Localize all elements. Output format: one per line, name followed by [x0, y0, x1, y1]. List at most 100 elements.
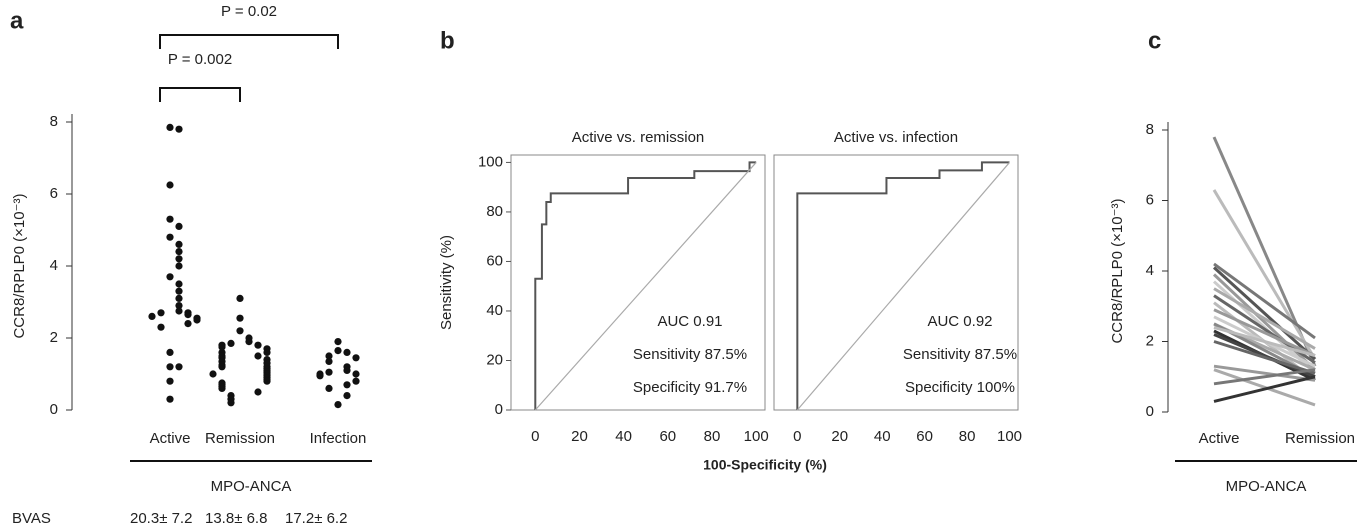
chart-title: Active vs. remission — [572, 129, 705, 146]
data-dot — [236, 327, 244, 335]
roc-curve — [796, 161, 1010, 410]
y-tick-label: 8 — [50, 113, 58, 130]
x-tick-label: Active — [1199, 430, 1240, 447]
x-tick-label: Infection — [310, 430, 367, 447]
paired-line — [1213, 308, 1316, 357]
panel-letter: b — [440, 27, 455, 54]
y-tick-label: 4 — [50, 257, 58, 274]
y-tick-label: 4 — [1146, 262, 1154, 279]
y-tick-label: 0 — [50, 401, 58, 418]
y-tick-label: 2 — [50, 329, 58, 346]
y-tick-label: 80 — [486, 203, 503, 220]
data-dot — [175, 240, 183, 248]
row-value: 20.3± 7.2 — [130, 510, 192, 527]
data-dot — [343, 381, 351, 389]
data-dot — [343, 366, 351, 374]
data-dot — [325, 352, 333, 360]
plot-frame — [773, 154, 1019, 411]
data-dot — [316, 372, 324, 380]
panel-letter: c — [1148, 27, 1161, 54]
roc-curve — [534, 161, 757, 410]
data-dot — [184, 320, 192, 328]
panel-letter: a — [10, 7, 24, 34]
data-dot — [218, 384, 226, 392]
paired-line — [1212, 266, 1317, 361]
data-dot — [157, 323, 165, 331]
data-dot — [193, 316, 201, 324]
paired-line — [1213, 333, 1316, 379]
x-tick-label: Remission — [205, 430, 275, 447]
data-dot — [343, 392, 351, 400]
y-tick-label: 20 — [486, 351, 503, 368]
paired-line — [1212, 136, 1317, 367]
paired-line — [1212, 189, 1317, 360]
paired-line — [1213, 340, 1316, 375]
x-tick-label: 60 — [916, 428, 933, 445]
x-tick-label: 0 — [531, 428, 539, 445]
data-dot — [218, 363, 226, 371]
x-tick-label: 100 — [997, 428, 1022, 445]
p-value: P = 0.002 — [168, 51, 232, 68]
data-dot — [175, 287, 183, 295]
data-dot — [209, 370, 217, 378]
chart-title: Active vs. infection — [834, 129, 958, 146]
data-dot — [227, 399, 235, 407]
data-dot — [325, 384, 333, 392]
x-tick-label: Remission — [1285, 430, 1355, 447]
data-dot — [218, 343, 226, 351]
data-dot — [166, 273, 174, 281]
paired-line — [1213, 368, 1316, 386]
data-dot — [334, 338, 342, 346]
data-dot — [166, 215, 174, 223]
reference-line — [534, 162, 757, 411]
annotation: Specificity 91.7% — [633, 379, 747, 396]
data-dot — [175, 222, 183, 230]
x-tick-label: 40 — [615, 428, 632, 445]
data-dot — [245, 338, 253, 346]
data-dot — [334, 401, 342, 409]
y-tick-label: 40 — [486, 302, 503, 319]
x-tick-label: 40 — [874, 428, 891, 445]
data-dot — [166, 363, 174, 371]
group-label: MPO-ANCA — [211, 478, 292, 495]
data-dot — [254, 388, 262, 396]
annotation: AUC 0.91 — [657, 313, 722, 330]
annotation: Specificity 100% — [905, 379, 1015, 396]
x-tick-label: 100 — [744, 428, 769, 445]
paired-line — [1213, 262, 1316, 340]
y-axis-label: CCR8/RPLP0 (×10⁻³) — [11, 193, 28, 338]
y-tick-label: 2 — [1146, 332, 1154, 349]
annotation: AUC 0.92 — [927, 313, 992, 330]
data-dot — [166, 123, 174, 131]
paired-line — [1213, 364, 1316, 382]
data-dot — [254, 352, 262, 360]
y-tick-label: 6 — [50, 185, 58, 202]
significance-bracket — [159, 87, 241, 102]
y-axis-label: CCR8/RPLP0 (×10⁻³) — [1109, 198, 1126, 343]
y-tick-label: 0 — [495, 401, 503, 418]
x-tick-label: 80 — [959, 428, 976, 445]
y-tick-label: 0 — [1146, 403, 1154, 420]
data-dot — [236, 314, 244, 322]
data-dot — [175, 280, 183, 288]
group-label: MPO-ANCA — [1226, 478, 1307, 495]
paired-line — [1213, 368, 1316, 407]
y-tick-label: 6 — [1146, 191, 1154, 208]
annotation: Sensitivity 87.5% — [903, 346, 1017, 363]
paired-line — [1213, 375, 1316, 403]
data-dot — [166, 377, 174, 385]
y-tick-label: 8 — [1146, 121, 1154, 138]
data-dot — [263, 377, 271, 385]
data-dot — [175, 307, 183, 315]
data-dot — [175, 255, 183, 263]
data-dot — [352, 377, 360, 385]
data-dot — [334, 347, 342, 355]
significance-bracket — [159, 34, 339, 49]
plot-frame — [510, 154, 766, 411]
data-dot — [175, 363, 183, 371]
x-tick-label: 0 — [793, 428, 801, 445]
row-value: 13.8± 6.8 — [205, 510, 267, 527]
x-tick-label: Active — [150, 430, 191, 447]
